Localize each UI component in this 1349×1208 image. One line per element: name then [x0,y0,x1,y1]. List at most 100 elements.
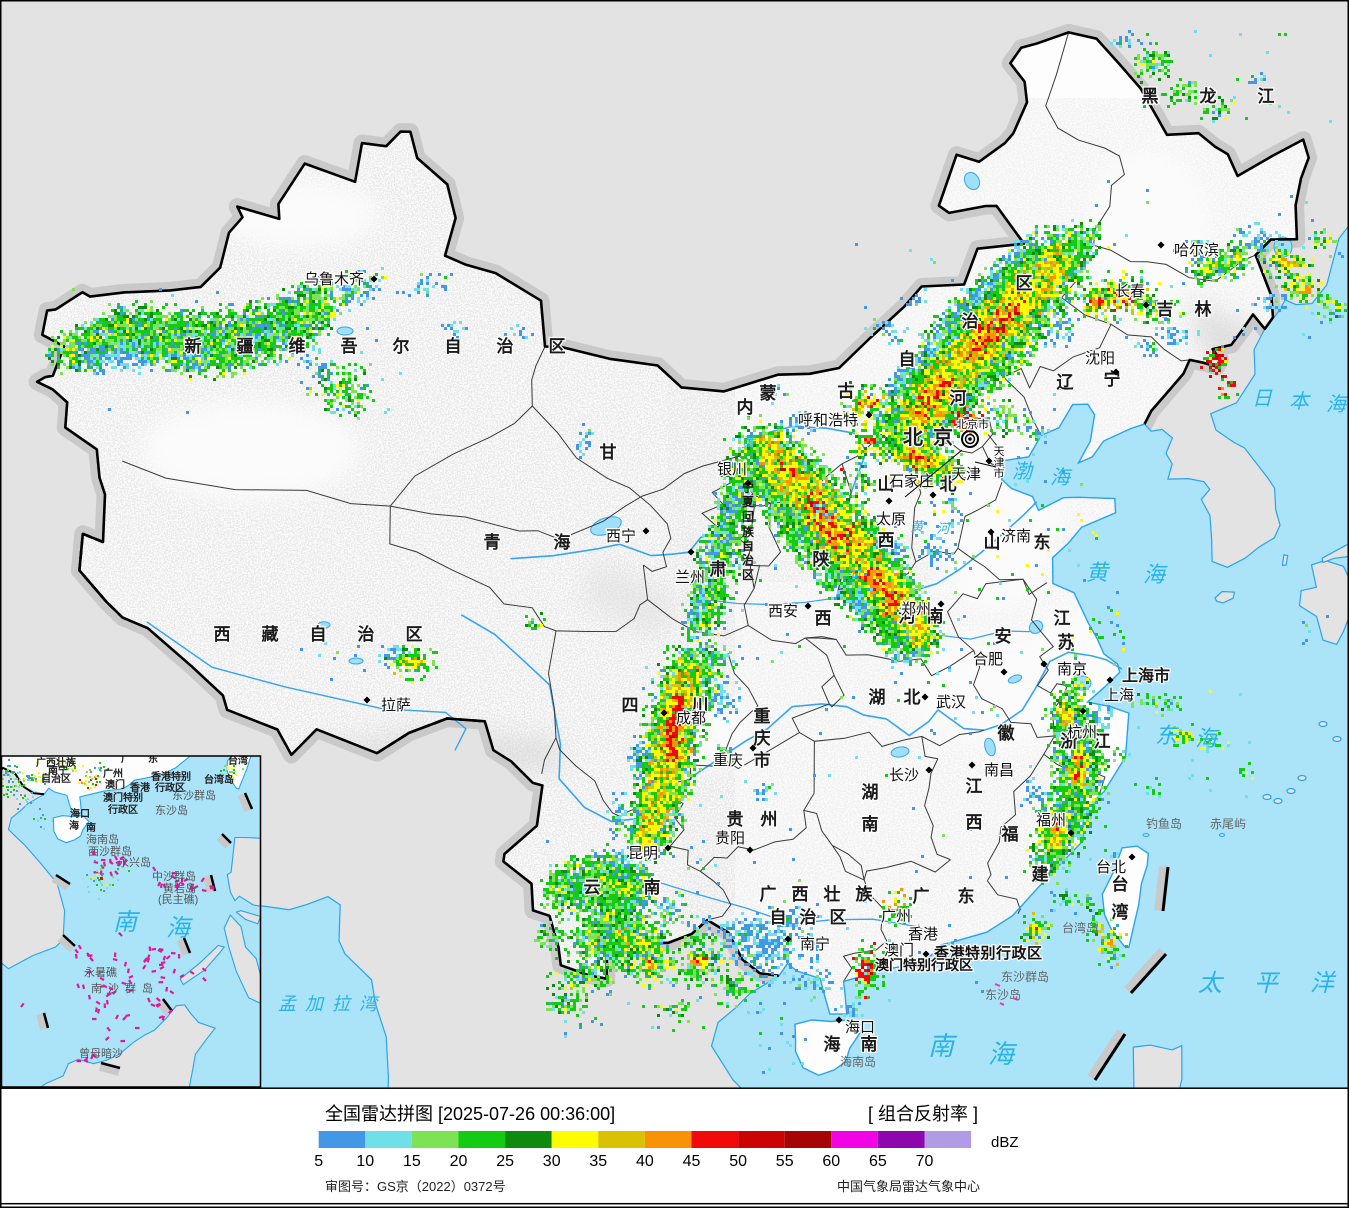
svg-text:长春: 长春 [1115,283,1145,300]
svg-text:曾母暗沙: 曾母暗沙 [79,1046,123,1060]
svg-text:建: 建 [1032,864,1049,884]
svg-text:南京: 南京 [1057,661,1087,678]
svg-text:黄: 黄 [910,519,925,534]
svg-text:东沙群岛: 东沙群岛 [1001,969,1049,984]
svg-text:山: 山 [984,533,1001,552]
svg-text:黑: 黑 [1142,87,1159,106]
svg-text:东: 东 [1034,532,1051,552]
svg-text:海口: 海口 [845,1019,875,1036]
svg-text:族: 族 [856,884,874,904]
svg-text:京: 京 [933,425,953,449]
svg-text:东沙群岛: 东沙群岛 [172,788,216,802]
svg-text:呼和浩特: 呼和浩特 [798,412,858,429]
svg-text:藏: 藏 [262,625,279,644]
svg-text:昆明: 昆明 [628,845,658,862]
svg-text:澳门特别: 澳门特别 [103,791,143,804]
svg-text:65: 65 [869,1153,887,1170]
svg-text:乌鲁木齐: 乌鲁木齐 [304,271,364,288]
svg-text:南宁: 南宁 [48,764,68,777]
svg-text:浙: 浙 [1061,731,1078,751]
svg-text:沈阳: 沈阳 [1085,350,1115,367]
svg-text:西: 西 [815,609,832,628]
svg-text:西安: 西安 [768,603,798,620]
svg-text:治: 治 [358,624,375,644]
svg-text:东: 东 [148,752,158,765]
svg-text:辽: 辽 [1057,373,1075,392]
svg-text:江: 江 [1094,732,1111,751]
svg-text:南宁: 南宁 [800,936,830,953]
svg-text:维: 维 [289,336,306,356]
svg-text:自: 自 [770,907,787,927]
svg-text:70: 70 [916,1153,934,1170]
svg-text:南: 南 [861,1034,878,1054]
svg-text:云: 云 [584,878,601,897]
svg-text:福州: 福州 [1036,812,1066,829]
svg-text:海南岛: 海南岛 [86,832,119,846]
svg-text:津: 津 [994,456,1005,469]
svg-text:广州: 广州 [103,767,123,780]
svg-text:自: 自 [445,336,462,356]
svg-text:15: 15 [403,1153,421,1170]
svg-text:20: 20 [450,1153,468,1170]
svg-text:中国气象局雷达气象中心: 中国气象局雷达气象中心 [837,1179,980,1194]
svg-text:治: 治 [962,311,979,331]
svg-text:审图号：GS京（2022）0372号: 审图号：GS京（2022）0372号 [325,1179,506,1194]
svg-text:湾: 湾 [359,994,380,1014]
svg-text:江: 江 [1258,87,1275,106]
svg-text:南: 南 [91,982,102,995]
svg-text:台: 台 [1112,874,1129,894]
svg-text:银川: 银川 [717,461,747,478]
svg-text:东: 东 [1155,723,1180,748]
svg-text:海: 海 [1326,394,1349,416]
svg-text:黄岩岛: 黄岩岛 [163,881,196,895]
svg-text:自: 自 [742,538,754,553]
svg-text:渤: 渤 [1012,461,1034,483]
svg-text:永暑礁: 永暑礁 [84,965,117,979]
svg-text:区: 区 [406,625,423,644]
svg-text:福: 福 [1001,824,1019,844]
svg-text:夏: 夏 [742,495,755,509]
svg-text:45: 45 [683,1153,701,1170]
svg-text:海: 海 [824,1034,841,1054]
svg-text:治: 治 [800,907,817,927]
svg-text:广: 广 [913,886,930,906]
svg-text:河: 河 [846,569,863,585]
svg-text:南: 南 [928,1032,958,1061]
svg-text:区: 区 [1016,274,1033,293]
svg-text:河: 河 [936,521,952,536]
svg-text:杭州: 杭州 [1067,724,1097,741]
svg-text:西: 西 [214,625,231,644]
svg-text:东沙岛: 东沙岛 [155,803,188,817]
svg-text:区: 区 [549,337,566,356]
svg-text:陕: 陕 [813,549,830,569]
svg-text:吉: 吉 [1157,300,1174,319]
svg-text:州: 州 [760,810,778,829]
svg-text:海: 海 [1195,726,1220,751]
svg-text:广西壮族: 广西壮族 [36,756,77,769]
svg-text:西: 西 [966,813,983,832]
svg-text:30: 30 [543,1153,561,1170]
svg-text:天: 天 [994,446,1005,458]
svg-text:(民主礁): (民主礁) [158,892,198,906]
svg-text:台北: 台北 [1096,859,1126,876]
svg-text:本: 本 [1289,391,1311,413]
svg-text:洋: 洋 [1310,970,1337,997]
svg-text:新: 新 [185,336,202,356]
svg-text:海: 海 [1050,467,1073,489]
svg-text:治: 治 [742,552,754,567]
svg-text:海: 海 [69,819,79,832]
svg-text:台湾: 台湾 [228,754,248,767]
svg-text:北: 北 [904,688,921,707]
svg-text:澳门: 澳门 [884,942,914,959]
svg-text:郑州: 郑州 [901,601,931,618]
svg-text:蒙: 蒙 [760,383,777,403]
svg-text:湖: 湖 [869,688,886,707]
svg-text:青: 青 [484,532,501,552]
svg-text:全国雷达拼图 [2025-07-26 00:36:00]: 全国雷达拼图 [2025-07-26 00:36:00] [325,1104,615,1124]
svg-text:海: 海 [166,915,193,942]
svg-text:内: 内 [737,397,754,417]
svg-text:南: 南 [644,877,661,897]
svg-text:区: 区 [830,908,847,927]
svg-text:石家庄: 石家庄 [889,472,934,490]
svg-text:南昌: 南昌 [984,762,1014,779]
